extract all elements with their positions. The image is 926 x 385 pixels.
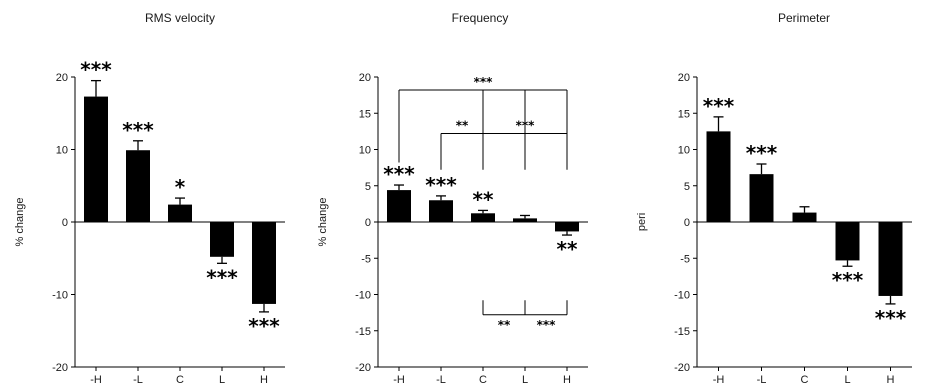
significance-marker: *** xyxy=(122,118,154,142)
y-axis-label: peri xyxy=(636,213,648,231)
bar xyxy=(387,190,411,222)
bar xyxy=(168,204,192,222)
chart-title: Perimeter xyxy=(778,11,830,25)
y-tick-label: -20 xyxy=(355,362,371,374)
significance-marker: ** xyxy=(473,187,494,211)
significance-marker: * xyxy=(175,175,186,199)
significance-marker: *** xyxy=(80,58,112,82)
bar xyxy=(878,222,903,296)
x-tick-label: C xyxy=(479,374,487,385)
chart-panel-2: Frequency 20 15 10 5 0 -5 -10 -15 -20 % change -H **… xyxy=(317,11,588,385)
y-tick-label: 0 xyxy=(62,217,68,229)
y-tick-label: 10 xyxy=(56,145,68,157)
chart-title: RMS velocity xyxy=(145,11,215,25)
bar xyxy=(749,174,774,222)
x-tick-label: -H xyxy=(393,374,405,385)
chart-title: Frequency xyxy=(452,11,509,25)
bar xyxy=(835,222,860,261)
bar xyxy=(792,212,817,222)
x-tick-label: -L xyxy=(436,374,446,385)
x-tick-label: H xyxy=(887,374,895,385)
bar xyxy=(555,222,579,232)
y-tick-label: 20 xyxy=(359,72,371,84)
y-tick-label: -10 xyxy=(674,290,690,302)
bracket-significance-label: ** xyxy=(456,119,469,133)
bracket-significance-label: ** xyxy=(498,318,511,332)
bar xyxy=(210,222,234,257)
significance-marker: *** xyxy=(206,265,238,289)
y-tick-label: -20 xyxy=(674,362,690,374)
significance-marker: *** xyxy=(248,314,280,338)
y-tick-label: 15 xyxy=(678,108,690,120)
y-tick-label: -15 xyxy=(674,326,690,338)
chart-panel-3: Perimeter 20 15 10 5 0 -5 -10 -15 -20 peri -H *** -L *… xyxy=(636,11,912,385)
y-tick-label: 10 xyxy=(678,145,690,157)
y-tick-label: 5 xyxy=(365,181,371,193)
bar xyxy=(471,213,495,222)
significance-marker: *** xyxy=(703,94,735,118)
significance-marker: *** xyxy=(425,173,457,197)
y-tick-label: 0 xyxy=(684,217,690,229)
bracket-significance-label: *** xyxy=(474,75,494,89)
y-tick-label: -5 xyxy=(361,253,371,265)
x-tick-label: -L xyxy=(757,374,767,385)
bar xyxy=(429,200,453,222)
bar xyxy=(252,222,276,304)
x-tick-label: -H xyxy=(90,374,102,385)
bracket-significance-label: *** xyxy=(516,119,536,133)
y-tick-label: 5 xyxy=(684,181,690,193)
significance-marker: *** xyxy=(746,141,778,165)
y-tick-label: -5 xyxy=(680,253,690,265)
y-tick-label: 15 xyxy=(359,108,371,120)
y-tick-label: 20 xyxy=(56,72,68,84)
y-tick-label: 20 xyxy=(678,72,690,84)
x-tick-label: C xyxy=(176,374,184,385)
y-tick-label: 0 xyxy=(365,217,371,229)
significance-marker: *** xyxy=(875,306,907,330)
x-tick-label: -L xyxy=(133,374,143,385)
x-tick-label: L xyxy=(844,374,850,385)
y-tick-label: -10 xyxy=(355,290,371,302)
y-axis-label: % change xyxy=(14,198,26,247)
significance-marker: *** xyxy=(383,162,415,186)
significance-marker: ** xyxy=(557,237,578,261)
x-tick-label: H xyxy=(260,374,268,385)
x-tick-label: L xyxy=(219,374,225,385)
bar xyxy=(84,96,108,222)
x-tick-label: C xyxy=(801,374,809,385)
x-tick-label: -H xyxy=(713,374,725,385)
x-tick-label: H xyxy=(563,374,571,385)
x-tick-label: L xyxy=(522,374,528,385)
y-axis-label: % change xyxy=(317,198,329,247)
y-tick-label: 10 xyxy=(359,145,371,157)
bracket-significance-label: *** xyxy=(537,318,557,332)
y-tick-label: -20 xyxy=(52,362,68,374)
bar xyxy=(706,131,731,222)
bar xyxy=(513,218,537,222)
bar xyxy=(126,150,150,222)
significance-marker: *** xyxy=(832,268,864,292)
y-tick-label: -10 xyxy=(52,290,68,302)
y-tick-label: -15 xyxy=(355,326,371,338)
